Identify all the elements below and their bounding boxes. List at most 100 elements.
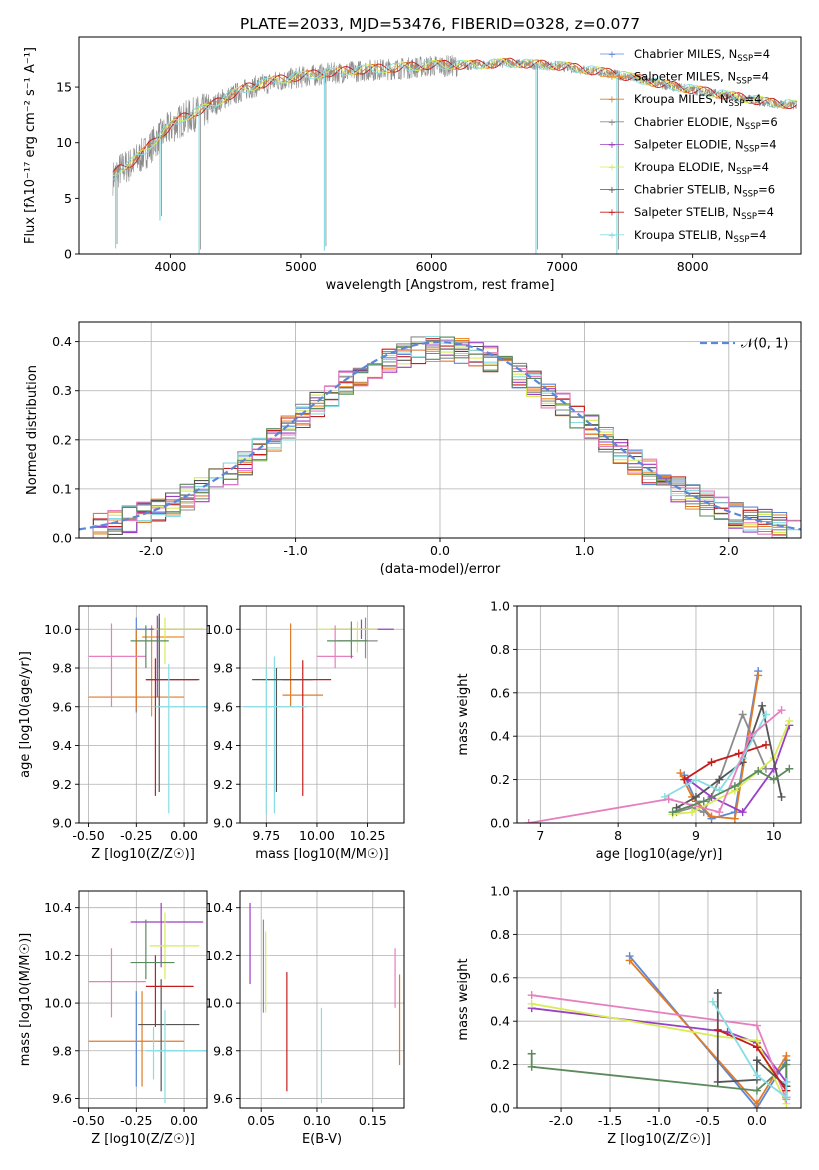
y-tick-label: 10.0 [44, 622, 72, 637]
legend-label-base: Chabrier STELIB, N [634, 183, 742, 197]
series-marker [691, 792, 700, 801]
y-tick-label: 1.0 [490, 884, 510, 899]
x-tick-label: -0.25 [120, 1113, 152, 1128]
series-marker [527, 999, 536, 1008]
y-tick-label: 0.0 [490, 1101, 510, 1116]
legend-label: Chabrier ELODIE, NSSP=6 [634, 115, 778, 132]
y-tick-label: 9.8 [213, 1043, 233, 1058]
y-tick-label: 9.6 [213, 1091, 233, 1106]
plot-area [79, 336, 801, 538]
series-marker [708, 997, 717, 1006]
chart-mass_vs_Z: -0.50 -0.25 0.00 9.6 9.8 10.0 10.2 10.4 Z [log10… [18, 890, 208, 1147]
x-axis-label: Z [log10(Z/Z☉)] [91, 1132, 195, 1147]
series-marker [688, 808, 697, 817]
x-tick-label: 5000 [285, 259, 317, 274]
model-spectrum [112, 58, 798, 180]
plots-container: + Chabrier MILES, NSSP=4+ Salpeter MILES, … [18, 36, 802, 1147]
series-marker [785, 717, 794, 726]
series-marker [761, 710, 770, 719]
y-tick-label: 0.8 [490, 642, 510, 657]
legend-marker: + [608, 140, 616, 151]
y-tick-label: 0 [64, 247, 72, 262]
normal-curve [79, 341, 801, 531]
legend-label-tail: =4 [749, 228, 766, 242]
chart-age_vs_Z: -0.50 -0.25 0.00 9.0 9.2 9.4 9.6 9.8 10.0 Z [log1… [18, 605, 208, 862]
x-tick-label: 2.0 [719, 543, 739, 558]
chart-mass_vs_ebv: 0.05 0.10 0.15 9.6 9.8 10.0 10.2 10.4 E(B-V) [205, 890, 405, 1147]
legend-marker: + [608, 72, 616, 83]
series-marker [730, 814, 739, 823]
y-tick-label: 10.0 [205, 622, 233, 637]
x-axis-label: E(B-V) [302, 1132, 342, 1147]
y-tick-label: 9.0 [52, 816, 72, 831]
series-marker [676, 769, 685, 778]
series-marker [699, 808, 708, 817]
x-tick-label: -0.50 [72, 1113, 104, 1128]
series-line [683, 744, 767, 781]
series-line [712, 1001, 788, 1099]
legend-label-sub: SSP [729, 99, 745, 109]
series-marker [752, 1043, 761, 1052]
series-marker [527, 1062, 536, 1071]
y-axis-label: Normed distribution [25, 365, 40, 495]
y-tick-label: 9.8 [213, 661, 233, 676]
y-tick-label: 0.0 [52, 531, 72, 546]
y-tick-label: 9.4 [52, 738, 72, 753]
legend-label: Salpeter STELIB, NSSP=4 [634, 205, 774, 222]
series-marker [713, 1025, 722, 1034]
series-marker [527, 1049, 536, 1058]
series-marker [785, 764, 794, 773]
y-tick-label: 9.8 [52, 1043, 72, 1058]
series-marker [738, 710, 747, 719]
legend-label-sub: SSP [736, 167, 752, 177]
series-marker [777, 792, 786, 801]
legend-marker: + [608, 208, 616, 219]
legend-label-sub: SSP [736, 77, 752, 87]
x-tick-label: 9 [692, 828, 700, 843]
plot-area [244, 617, 394, 814]
series-marker [527, 991, 536, 1000]
series-marker [752, 1056, 761, 1065]
plot-area [524, 667, 794, 823]
y-tick-label: 0.2 [52, 432, 72, 447]
y-tick-label: 9.6 [52, 699, 72, 714]
y-tick-label: 10.2 [44, 948, 72, 963]
series-marker [713, 988, 722, 997]
y-axis-label: mass [log10(M/M☉)] [18, 933, 33, 1066]
chart-age_vs_mass: 9.75 10.00 10.25 9.0 9.2 9.4 9.6 9.8 10.0 mass [l… [205, 605, 405, 862]
y-tick-label: 0.2 [490, 1057, 510, 1072]
x-tick-label: 9.75 [252, 828, 280, 843]
x-tick-label: 4000 [154, 259, 186, 274]
legend-label-sub: SSP [737, 54, 753, 64]
legend-label: Kroupa MILES, NSSP=4 [634, 92, 761, 109]
series-marker [625, 956, 634, 965]
legend-label-tail: =4 [752, 160, 769, 174]
series-marker [664, 795, 673, 804]
axes-frame [78, 605, 208, 824]
legend-label-base: Salpeter STELIB, N [634, 205, 741, 219]
y-tick-label: 9.2 [52, 777, 72, 792]
y-tick-label: 5 [64, 191, 72, 206]
axes-frame [78, 36, 802, 255]
legend-label: Salpeter MILES, NSSP=4 [634, 70, 769, 87]
y-tick-label: 10.4 [44, 900, 72, 915]
legend-label-base: Salpeter MILES, N [634, 70, 736, 84]
legend-label: Salpeter ELODIE, NSSP=4 [634, 137, 777, 154]
x-axis-label: wavelength [Angstrom, rest frame] [326, 278, 555, 293]
axes-frame [239, 605, 405, 824]
series-marker [769, 764, 778, 773]
y-tick-label: 0.6 [490, 685, 510, 700]
model-spectrum [112, 58, 797, 173]
y-tick-label: 0.4 [490, 1014, 510, 1029]
plot-area [249, 902, 401, 1104]
y-axis-label: mass weight [456, 958, 471, 1040]
series-line [672, 768, 790, 813]
legend-label-sub: SSP [741, 212, 757, 222]
series-marker [734, 749, 743, 758]
legend-label-sub: SSP [734, 235, 750, 245]
series-marker [524, 819, 533, 823]
x-tick-label: 1.0 [574, 543, 594, 558]
series-marker [707, 812, 716, 821]
legend-marker: + [608, 185, 616, 196]
x-tick-label: 8000 [677, 259, 709, 274]
